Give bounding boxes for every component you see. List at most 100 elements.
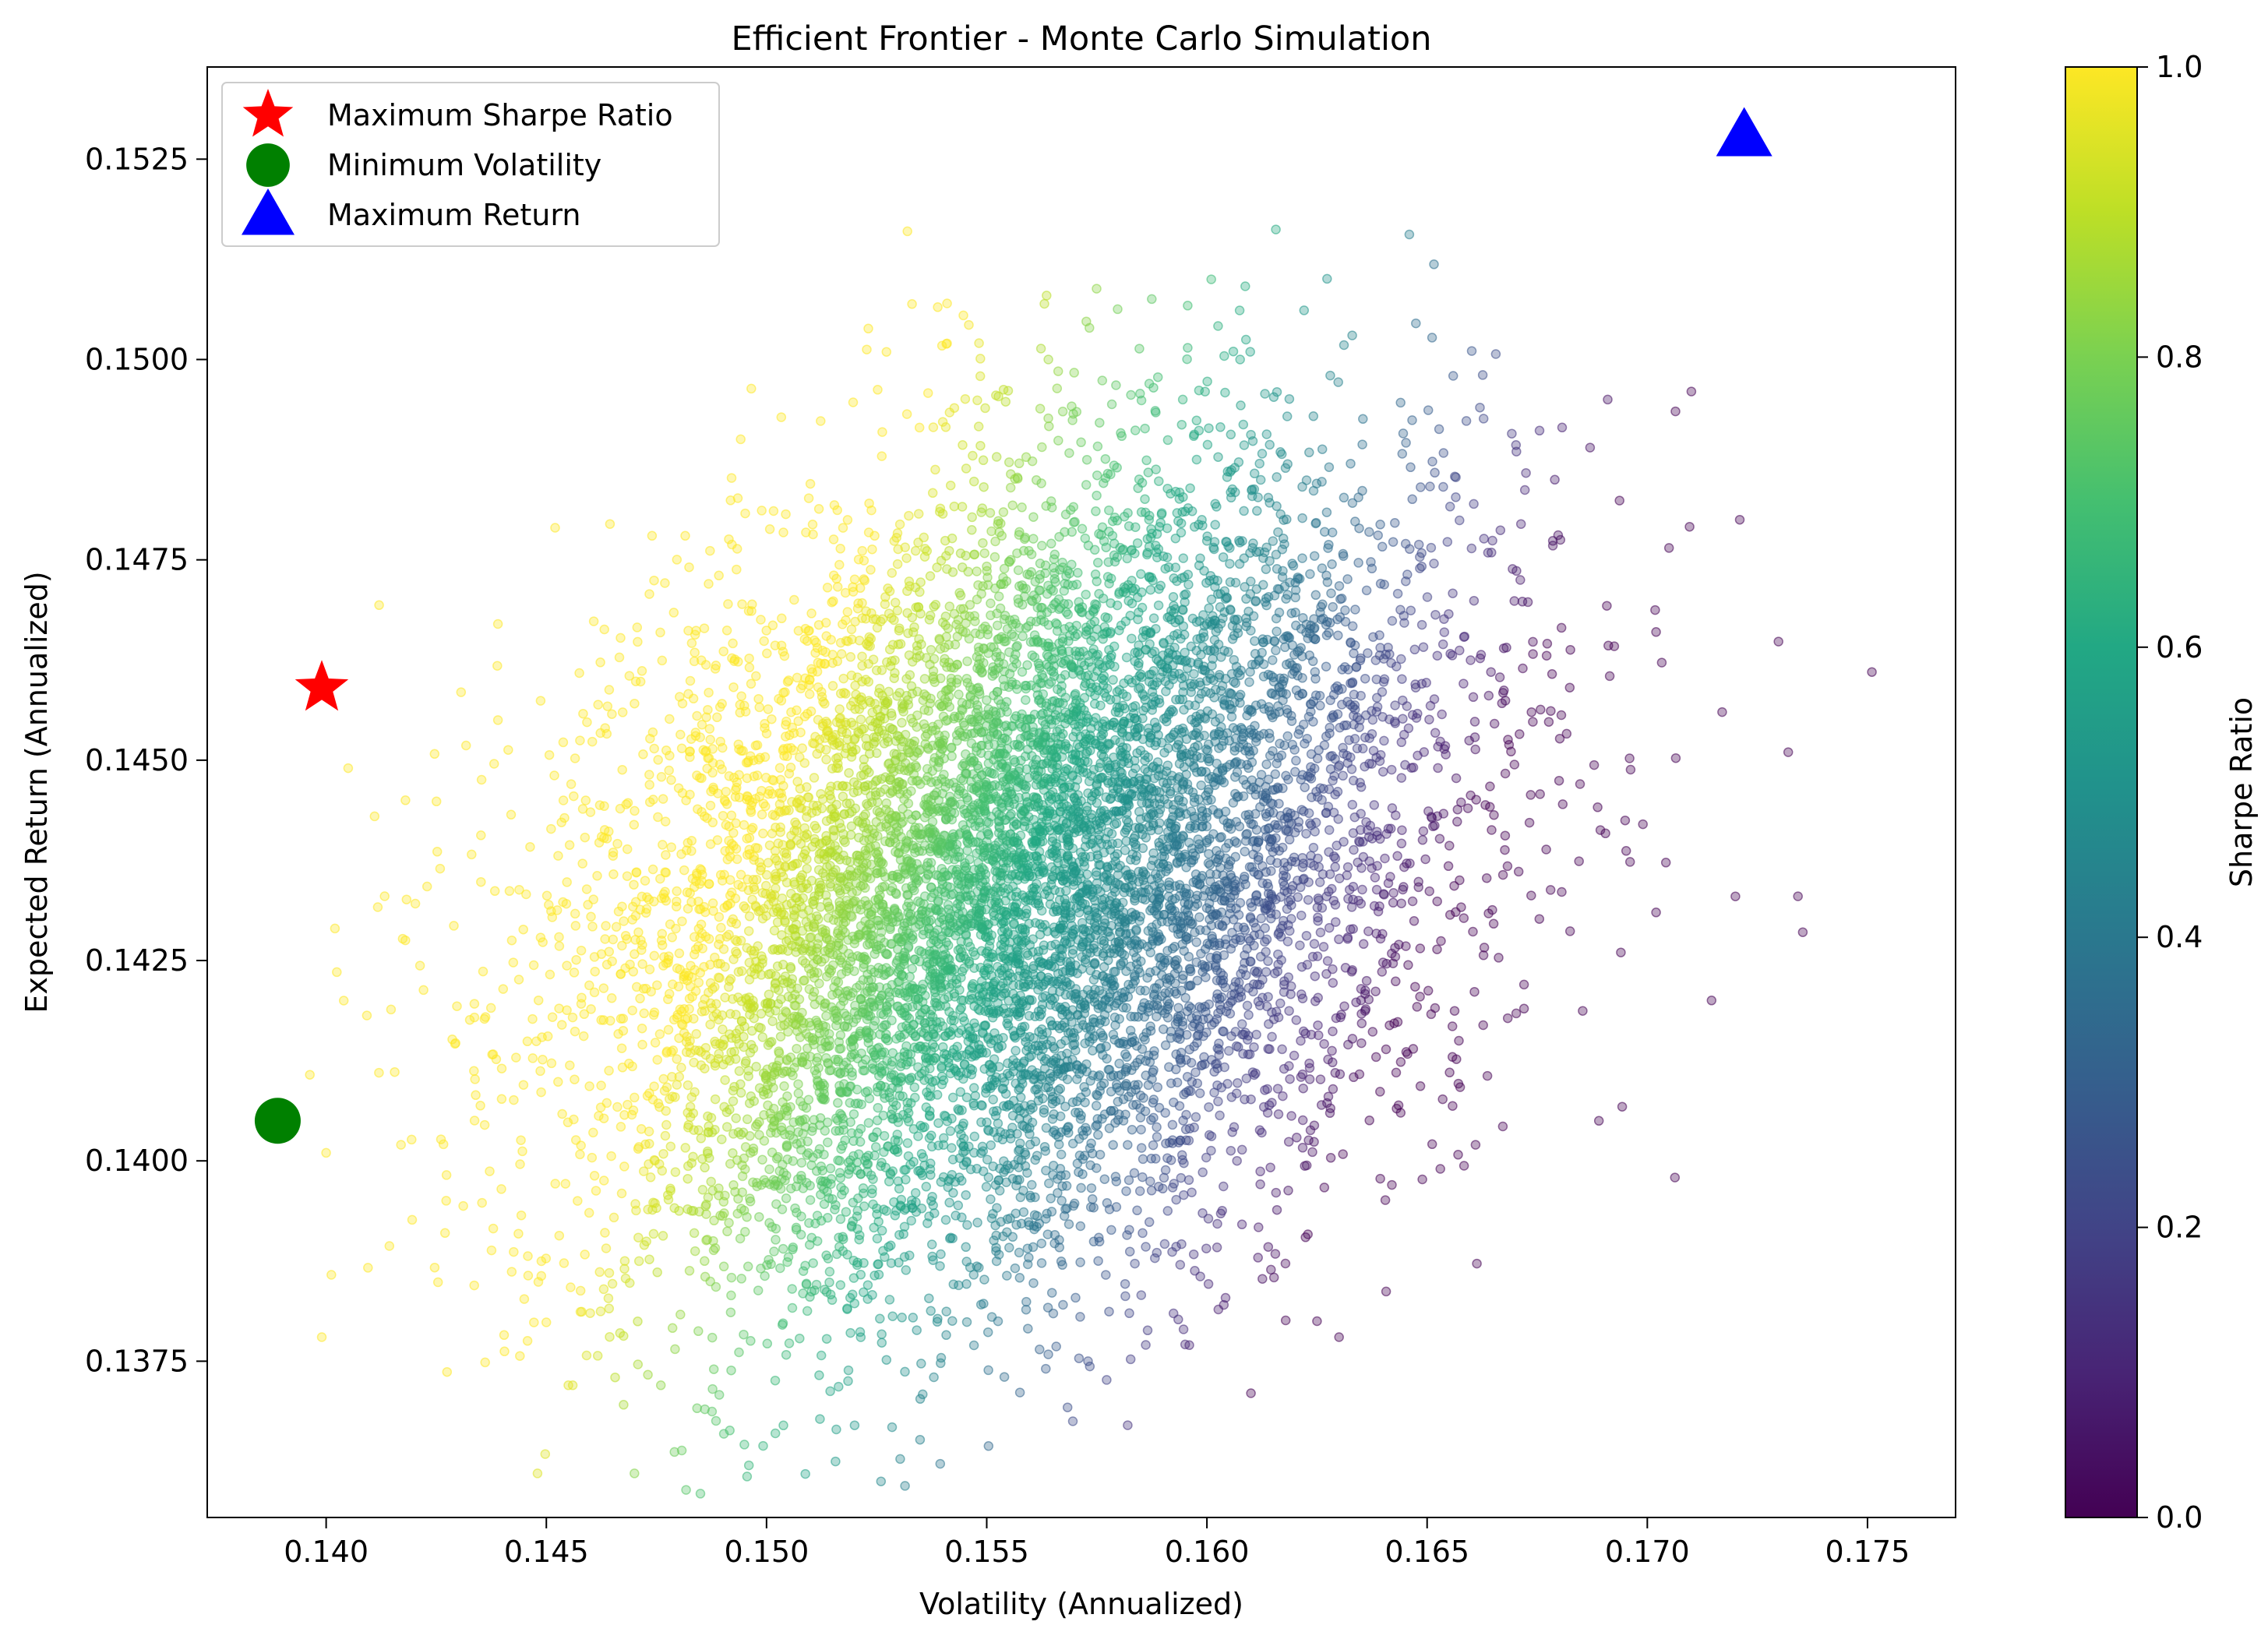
scatter-point — [1392, 588, 1403, 599]
scatter-point — [643, 1369, 653, 1380]
scatter-point — [390, 1066, 400, 1077]
scatter-point — [905, 1250, 915, 1260]
scatter-point — [1377, 541, 1388, 552]
scatter-point — [1152, 1132, 1162, 1142]
scatter-point — [1028, 512, 1039, 522]
scatter-point — [859, 575, 870, 586]
scatter-point — [972, 1218, 982, 1228]
scatter-point — [1515, 575, 1526, 585]
scatter-point — [644, 964, 655, 975]
scatter-point — [1179, 1158, 1189, 1168]
scatter-point — [432, 1277, 443, 1288]
scatter-point — [665, 919, 675, 929]
scatter-point — [1536, 704, 1546, 715]
scatter-point — [661, 1105, 671, 1116]
scatter-point — [1215, 833, 1226, 843]
scatter-point — [897, 1313, 907, 1323]
scatter-point — [945, 480, 956, 491]
scatter-point — [744, 911, 755, 922]
scatter-point — [1327, 1045, 1337, 1056]
scatter-point — [584, 1207, 594, 1218]
scatter-point — [961, 1279, 972, 1289]
scatter-point — [1048, 1161, 1059, 1171]
scatter-point — [823, 1137, 833, 1147]
scatter-point — [1542, 639, 1553, 649]
scatter-point — [1212, 1218, 1222, 1229]
scatter-point — [460, 740, 471, 751]
scatter-point — [774, 1048, 785, 1059]
scatter-point — [1289, 1050, 1300, 1061]
scatter-point — [660, 578, 670, 588]
scatter-point — [795, 1032, 806, 1042]
scatter-point — [1057, 1181, 1067, 1191]
scatter-point — [969, 611, 980, 621]
scatter-point — [588, 616, 599, 626]
scatter-point — [769, 1246, 779, 1257]
scatter-point — [1194, 912, 1205, 922]
scatter-point — [782, 1257, 792, 1267]
scatter-point — [683, 1080, 693, 1091]
scatter-point — [1406, 462, 1416, 473]
scatter-point — [1311, 517, 1321, 528]
scatter-point — [874, 982, 885, 992]
scatter-point — [1425, 700, 1436, 711]
scatter-point — [1364, 759, 1374, 769]
scatter-point — [1029, 1210, 1040, 1220]
scatter-point — [1223, 1045, 1234, 1056]
scatter-point — [630, 949, 640, 960]
scatter-point — [1154, 978, 1165, 989]
scatter-point — [1056, 1196, 1067, 1206]
scatter-point — [558, 737, 569, 748]
scatter-point — [877, 451, 887, 461]
scatter-point — [615, 1122, 626, 1132]
scatter-point — [1670, 753, 1681, 763]
scatter-point — [584, 1081, 594, 1091]
scatter-point — [525, 841, 535, 852]
scatter-point — [797, 743, 807, 753]
scatter-point — [1438, 481, 1448, 492]
scatter-point — [849, 574, 860, 584]
scatter-point — [471, 1090, 481, 1101]
scatter-point — [708, 1364, 719, 1374]
scatter-point — [968, 1083, 979, 1093]
scatter-point — [1140, 423, 1150, 434]
scatter-point — [541, 890, 552, 901]
scatter-point — [1308, 485, 1319, 496]
scatter-point — [1604, 671, 1615, 682]
scatter-point — [728, 1148, 738, 1158]
scatter-point — [1624, 857, 1635, 867]
scatter-point — [1308, 633, 1319, 643]
scatter-point — [1361, 585, 1372, 596]
scatter-point — [523, 1271, 534, 1281]
scatter-point — [936, 1249, 946, 1260]
scatter-point — [418, 985, 429, 996]
scatter-point — [562, 960, 572, 971]
scatter-point — [728, 682, 739, 693]
scatter-point — [1111, 1176, 1122, 1186]
scatter-point — [1202, 376, 1212, 386]
scatter-point — [1095, 1149, 1106, 1160]
scatter-point — [1145, 1176, 1155, 1186]
scatter-point — [1370, 1052, 1381, 1063]
scatter-point — [814, 1370, 824, 1380]
scatter-point — [841, 798, 852, 809]
scatter-point — [890, 655, 900, 665]
scatter-point — [842, 607, 853, 617]
scatter-point — [1564, 682, 1575, 693]
scatter-point — [1136, 569, 1146, 580]
scatter-point — [513, 975, 524, 985]
scatter-point — [604, 946, 615, 957]
scatter-point — [1372, 861, 1382, 871]
scatter-point — [600, 934, 610, 944]
scatter-point — [586, 911, 596, 922]
scatter-point — [498, 984, 509, 994]
scatter-point — [820, 699, 830, 709]
scatter-point — [1162, 1206, 1173, 1216]
scatter-point — [692, 710, 702, 721]
scatter-point — [1526, 790, 1536, 800]
scatter-point — [900, 1481, 910, 1491]
scatter-point — [1402, 701, 1413, 711]
scatter-point — [777, 613, 787, 624]
scatter-point — [665, 714, 675, 724]
scatter-point — [1081, 480, 1092, 490]
